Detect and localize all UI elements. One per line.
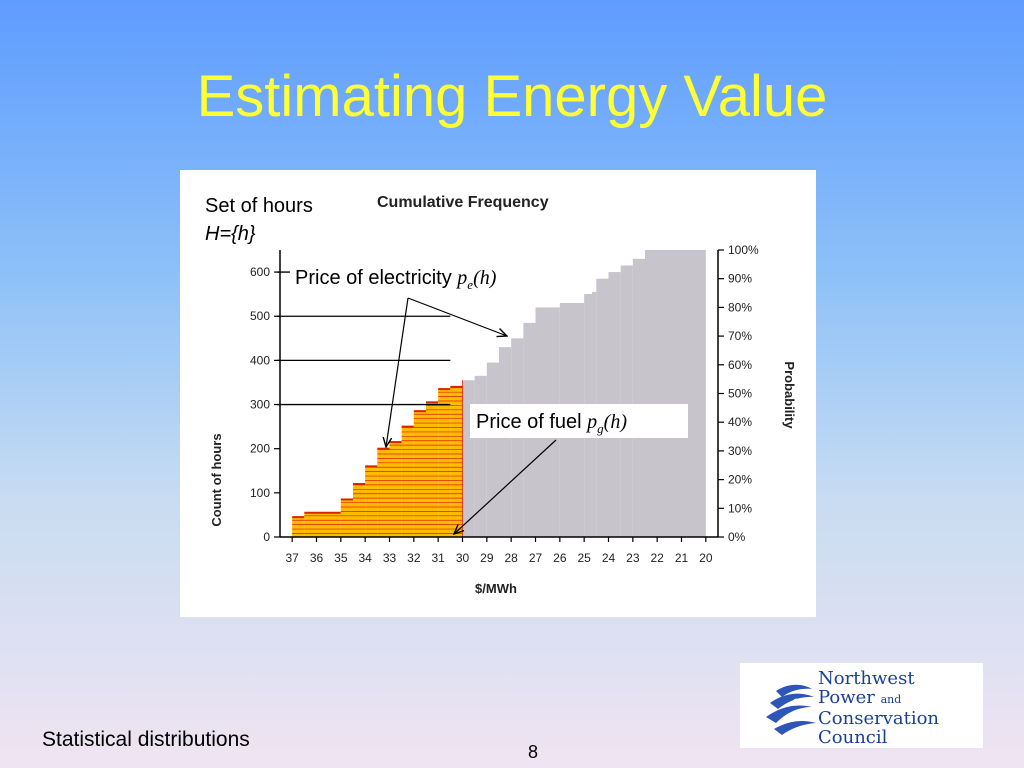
x-tick-label: 21 <box>675 551 689 565</box>
y-tick-label: 0 <box>263 530 270 544</box>
footer-text: Statistical distributions <box>42 728 250 751</box>
highlight-step <box>413 411 426 537</box>
y2-tick-label: 60% <box>728 358 752 372</box>
electricity-label-box <box>290 260 592 294</box>
chart-axes: 0 100 200 300 400 500 600 37 36 35 34 33 32 31 30 29 28 2… <box>250 243 759 565</box>
y2-tick-label: 30% <box>728 444 752 458</box>
electricity-price-label: Price of electricity pe(h) <box>295 267 497 292</box>
y2-tick-label: 90% <box>728 272 752 286</box>
set-of-hours-label: Set of hours <box>205 195 313 217</box>
x-tick-label: 20 <box>699 551 713 565</box>
remainder-step <box>620 265 633 537</box>
y-tick-label: 500 <box>250 309 270 323</box>
logo-line-1: Northwest <box>818 668 915 689</box>
highlight-step <box>292 517 305 537</box>
y2-tick-label: 70% <box>728 329 752 343</box>
page-number: 8 <box>528 742 539 762</box>
remainder-step <box>499 347 512 537</box>
slide-title: Estimating Energy Value <box>196 64 828 129</box>
remainder-step <box>632 258 645 537</box>
logo-line-2: Power and <box>818 687 902 708</box>
y2-tick-label: 80% <box>728 300 752 314</box>
council-logo: Northwest Power and Conservation Council <box>740 663 983 748</box>
x-tick-label: 31 <box>431 551 445 565</box>
x-tick-label: 25 <box>577 551 591 565</box>
x-tick-label: 37 <box>285 551 299 565</box>
highlight-step <box>377 448 390 537</box>
highlight-step <box>450 386 463 537</box>
remainder-step <box>486 362 499 537</box>
highlight-step <box>426 402 439 537</box>
logo-swirl-icon <box>766 684 816 735</box>
x-tick-label: 29 <box>480 551 494 565</box>
y-tick-label: 200 <box>250 442 270 456</box>
y2-tick-label: 40% <box>728 415 752 429</box>
highlight-step <box>353 484 366 537</box>
y2-tick-label: 0% <box>728 530 746 544</box>
fuel-price-label: Price of fuel pg(h) <box>476 411 627 436</box>
remainder-step <box>462 380 475 537</box>
x-tick-label: 33 <box>383 551 397 565</box>
y2-tick-label: 10% <box>728 501 752 515</box>
remainder-step <box>645 250 706 537</box>
y2-tick-label: 100% <box>728 243 759 257</box>
electricity-arrow-left <box>386 297 409 447</box>
y-axis-label: Count of hours <box>209 433 224 526</box>
highlight-step <box>340 499 353 537</box>
set-formula-label: H={h} <box>205 223 256 245</box>
x-tick-label: 22 <box>650 551 664 565</box>
logo-line-4: Council <box>818 727 888 748</box>
x-axis-label: $/MWh <box>475 581 517 596</box>
x-tick-label: 35 <box>334 551 348 565</box>
logo-text: Northwest Power and Conservation Council <box>818 669 939 747</box>
cumulative-frequency-chart: 0 100 200 300 400 500 600 37 36 35 34 33 32 31 30 29 28 2… <box>205 194 797 596</box>
fuel-label-box <box>470 404 688 438</box>
y-tick-label: 400 <box>250 353 270 367</box>
x-tick-label: 30 <box>456 551 470 565</box>
y2-axis-label: Probability <box>782 361 797 429</box>
logo-line-3: Conservation <box>818 708 940 729</box>
y2-tick-label: 50% <box>728 387 752 401</box>
highlight-step <box>365 466 378 537</box>
x-tick-label: 24 <box>602 551 616 565</box>
x-tick-label: 28 <box>504 551 518 565</box>
x-tick-label: 26 <box>553 551 567 565</box>
y2-tick-label: 20% <box>728 473 752 487</box>
electricity-arrow-right <box>407 297 507 336</box>
x-tick-label: 32 <box>407 551 421 565</box>
y-tick-label: 600 <box>250 265 270 279</box>
y-tick-label: 100 <box>250 486 270 500</box>
x-tick-label: 27 <box>529 551 543 565</box>
fuel-arrow <box>454 439 557 534</box>
chart-title: Cumulative Frequency <box>377 194 549 211</box>
y-tick-label: 300 <box>250 398 270 412</box>
x-tick-label: 23 <box>626 551 640 565</box>
chart-panel: 0 100 200 300 400 500 600 37 36 35 34 33 32 31 30 29 28 2… <box>180 170 816 617</box>
x-tick-label: 34 <box>358 551 372 565</box>
x-tick-label: 36 <box>310 551 324 565</box>
